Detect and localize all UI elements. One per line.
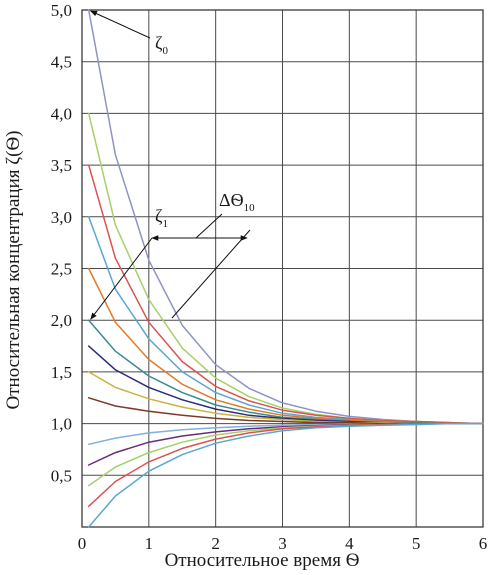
x-axis-title: Относительное время Ѳ [165, 550, 360, 571]
zeta0-label: ζ0 [155, 33, 168, 57]
series-line [87, 267, 484, 425]
y-tick-label: 4,0 [51, 104, 72, 123]
y-axis-title: Относительная концентрация ζ(Ѳ) [3, 131, 24, 410]
y-tick-label: 0,5 [51, 466, 72, 485]
y-tick-label: 3,5 [51, 156, 72, 175]
tick-labels: 0 1 2 3 4 5 6 0,5 1,0 1,5 2,0 2,5 3,0 3,5 4,0 4,5 5,0 [51, 1, 488, 553]
x-tick-label: 2 [211, 534, 220, 553]
series-line [87, 164, 484, 425]
x-tick-label: 5 [412, 534, 421, 553]
y-tick-label: 5,0 [51, 1, 72, 20]
plot-frame [81, 9, 484, 528]
y-tick-label: 1,5 [51, 363, 72, 382]
x-tick-label: 4 [345, 534, 354, 553]
y-tick-label: 2,5 [51, 260, 72, 279]
y-tick-label: 1,0 [51, 415, 72, 434]
y-tick-label: 4,5 [51, 53, 72, 72]
series-line [87, 422, 484, 508]
zeta1-label: ζ1 [155, 206, 168, 230]
series-line [87, 422, 484, 528]
zeta1-arrow [90, 237, 153, 320]
x-tick-label: 6 [479, 534, 488, 553]
delta-theta-label: ΔѲ10 [219, 190, 255, 214]
series-line [87, 319, 484, 425]
zeta0-arrow [90, 10, 151, 39]
grid [81, 9, 484, 528]
x-tick-label: 3 [278, 534, 287, 553]
x-tick-label: 1 [145, 534, 154, 553]
delta-leader [195, 213, 223, 239]
y-tick-label: 2,0 [51, 311, 72, 330]
series-group [87, 9, 484, 528]
x-tick-label: 0 [78, 534, 87, 553]
y-tick-label: 3,0 [51, 208, 72, 227]
delta-pointer [171, 229, 251, 319]
